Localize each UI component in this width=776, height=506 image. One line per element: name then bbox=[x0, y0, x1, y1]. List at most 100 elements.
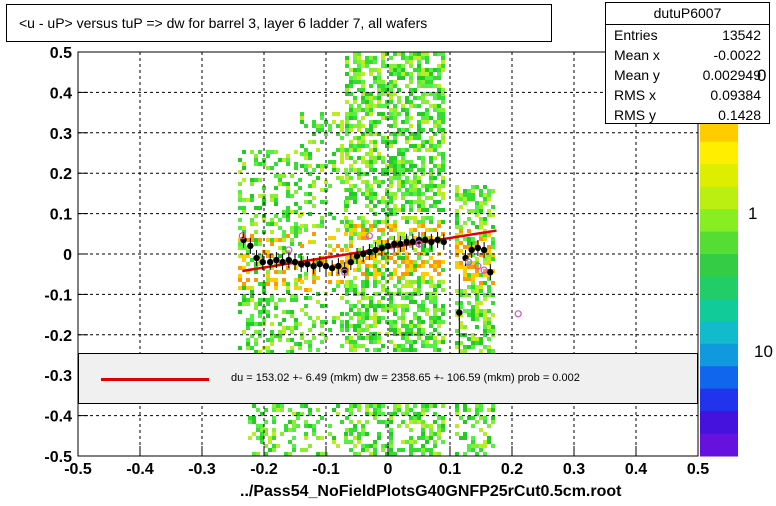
heatmap-cell bbox=[278, 218, 282, 222]
heatmap-cell bbox=[491, 313, 495, 317]
heatmap-cell bbox=[256, 428, 260, 432]
heatmap-cell bbox=[361, 132, 365, 136]
heatmap-cell bbox=[361, 100, 365, 104]
heatmap-cell bbox=[467, 265, 471, 269]
heatmap-cell bbox=[304, 404, 308, 408]
heatmap-cell bbox=[357, 408, 361, 412]
heatmap-cell bbox=[357, 436, 361, 440]
heatmap-cell bbox=[471, 189, 475, 193]
heatmap-cell bbox=[401, 108, 405, 112]
z-colorbar-segment bbox=[700, 433, 738, 457]
heatmap-cell bbox=[353, 348, 357, 352]
heatmap-cell bbox=[433, 312, 437, 316]
stats-value: 13542 bbox=[722, 27, 761, 43]
heatmap-cell bbox=[483, 444, 487, 448]
heatmap-cell bbox=[389, 140, 393, 144]
heatmap-cell bbox=[393, 344, 397, 348]
heatmap-cell bbox=[340, 144, 344, 148]
heatmap-cell bbox=[413, 300, 417, 304]
heatmap-cell bbox=[425, 308, 429, 312]
heatmap-cell bbox=[294, 150, 298, 154]
heatmap-cell bbox=[459, 229, 463, 233]
heatmap-cell bbox=[417, 156, 421, 160]
heatmap-cell bbox=[294, 326, 298, 330]
heatmap-cell bbox=[429, 296, 433, 300]
heatmap-cell bbox=[308, 184, 312, 188]
heatmap-cell bbox=[357, 188, 361, 192]
heatmap-cell bbox=[455, 193, 459, 197]
heatmap-cell bbox=[433, 204, 437, 208]
heatmap-cell bbox=[455, 412, 459, 416]
heatmap-cell bbox=[353, 60, 357, 64]
heatmap-cell bbox=[429, 196, 433, 200]
heatmap-cell bbox=[479, 209, 483, 213]
heatmap-cell bbox=[328, 280, 332, 284]
heatmap-cell bbox=[389, 100, 393, 104]
profile-point bbox=[366, 248, 373, 256]
heatmap-cell bbox=[417, 436, 421, 440]
heatmap-cell bbox=[467, 337, 471, 341]
heatmap-cell bbox=[365, 220, 369, 224]
heatmap-cell bbox=[357, 88, 361, 92]
heatmap-cell bbox=[381, 296, 385, 300]
heatmap-cell bbox=[475, 269, 479, 273]
heatmap-cell bbox=[336, 284, 340, 288]
heatmap-cell bbox=[425, 272, 429, 276]
heatmap-cell bbox=[270, 238, 274, 242]
heatmap-cell bbox=[433, 124, 437, 128]
heatmap-cell bbox=[475, 273, 479, 277]
heatmap-cell bbox=[429, 220, 433, 224]
heatmap-cell bbox=[266, 350, 270, 354]
heatmap-cell bbox=[246, 342, 250, 346]
heatmap-cell bbox=[369, 128, 373, 132]
heatmap-cell bbox=[365, 420, 369, 424]
heatmap-cell bbox=[429, 92, 433, 96]
heatmap-cell bbox=[401, 216, 405, 220]
heatmap-cell bbox=[479, 237, 483, 241]
heatmap-cell bbox=[345, 300, 349, 304]
heatmap-cell bbox=[421, 164, 425, 168]
heatmap-cell bbox=[471, 221, 475, 225]
heatmap-cell bbox=[405, 140, 409, 144]
heatmap-cell bbox=[242, 298, 246, 302]
profile-point bbox=[310, 262, 317, 270]
heatmap-cell bbox=[252, 416, 256, 420]
heatmap-cell bbox=[409, 200, 413, 204]
heatmap-cell bbox=[357, 224, 361, 228]
heatmap-cell bbox=[282, 158, 286, 162]
heatmap-cell bbox=[405, 324, 409, 328]
heatmap-cell bbox=[389, 428, 393, 432]
heatmap-cell bbox=[455, 261, 459, 265]
heatmap-cell bbox=[332, 248, 336, 252]
z-colorbar-segment bbox=[700, 209, 738, 233]
heatmap-cell bbox=[300, 116, 304, 120]
heatmap-cell bbox=[475, 444, 479, 448]
heatmap-cell bbox=[304, 296, 308, 300]
heatmap-cell bbox=[401, 276, 405, 280]
heatmap-cell bbox=[345, 260, 349, 264]
heatmap-cell bbox=[463, 420, 467, 424]
heatmap-cell bbox=[316, 128, 320, 132]
heatmap-cell bbox=[401, 152, 405, 156]
heatmap-cell bbox=[349, 104, 353, 108]
heatmap-cell bbox=[377, 272, 381, 276]
heatmap-cell bbox=[393, 348, 397, 352]
heatmap-cell bbox=[433, 404, 437, 408]
heatmap-cell bbox=[373, 192, 377, 196]
heatmap-cell bbox=[429, 424, 433, 428]
heatmap-cell bbox=[262, 186, 266, 190]
heatmap-cell bbox=[262, 282, 266, 286]
heatmap-cell bbox=[373, 180, 377, 184]
heatmap-cell bbox=[320, 332, 324, 336]
heatmap-cell bbox=[250, 222, 254, 226]
heatmap-cell bbox=[312, 204, 316, 208]
heatmap-cell bbox=[272, 420, 276, 424]
heatmap-cell bbox=[483, 293, 487, 297]
heatmap-cell bbox=[361, 116, 365, 120]
heatmap-cell bbox=[405, 200, 409, 204]
heatmap-cell bbox=[467, 189, 471, 193]
heatmap-cell bbox=[349, 84, 353, 88]
heatmap-cell bbox=[345, 204, 349, 208]
heatmap-cell bbox=[381, 308, 385, 312]
heatmap-cell bbox=[487, 277, 491, 281]
